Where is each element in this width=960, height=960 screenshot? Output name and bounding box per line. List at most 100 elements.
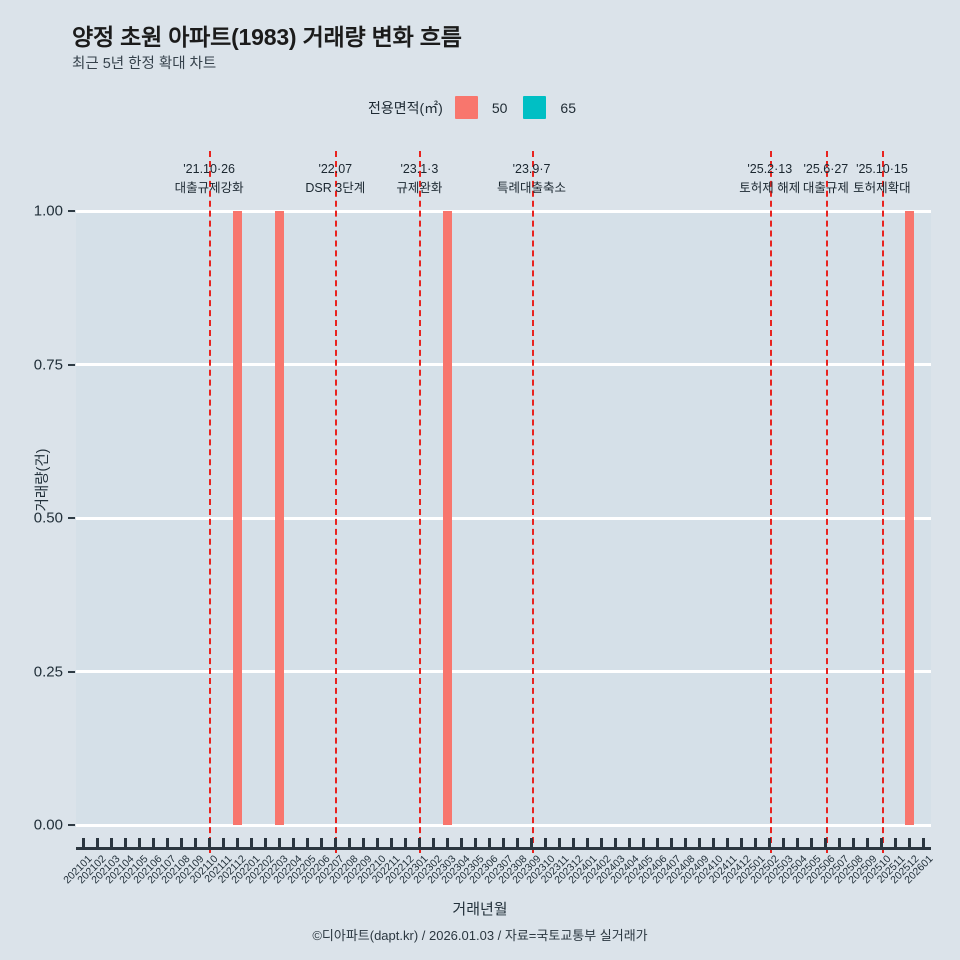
event-label: 규제완화: [396, 181, 443, 196]
x-tick-mark: [586, 838, 590, 850]
x-tick-mark: [431, 838, 435, 850]
event-line: [531, 151, 534, 853]
x-tick-mark: [263, 838, 267, 850]
event-annotation: '21.10·26 대출규제강화: [175, 160, 244, 199]
chart-title: 양정 초원 아파트(1983) 거래량 변화 흐름: [72, 24, 462, 50]
bar[interactable]: [905, 211, 915, 825]
event-annotation: '23.9·7 특례대출축소: [497, 160, 566, 199]
x-tick-mark: [740, 838, 744, 850]
event-date: '23.9·7: [512, 162, 551, 176]
x-tick-mark: [880, 838, 884, 850]
x-tick-mark: [838, 838, 842, 850]
event-date: '25.6·27: [803, 162, 849, 176]
event-line: [881, 151, 884, 853]
x-tick-mark: [530, 838, 534, 850]
bar[interactable]: [442, 211, 452, 825]
plot-area: [76, 151, 931, 853]
bar[interactable]: [274, 211, 284, 825]
x-tick-mark: [81, 838, 85, 850]
x-tick-mark: [305, 838, 309, 850]
x-tick-mark: [459, 838, 463, 850]
x-tick-mark: [922, 838, 926, 850]
x-tick-mark: [487, 838, 491, 850]
x-tick-mark: [277, 838, 281, 850]
event-annotation: '22.07 DSR 3단계: [305, 160, 365, 199]
x-axis-title: 거래년월: [452, 901, 508, 918]
event-line: [209, 151, 212, 853]
y-tick-label: 1.00: [33, 202, 63, 220]
x-tick-mark: [796, 838, 800, 850]
x-tick-mark: [782, 838, 786, 850]
y-tick-mark: [68, 210, 75, 212]
x-tick-mark: [235, 838, 239, 850]
x-tick-mark: [656, 838, 660, 850]
x-tick-mark: [726, 838, 730, 850]
x-tick-mark: [109, 838, 113, 850]
gridline: [76, 670, 931, 673]
legend-swatch-50: [454, 96, 478, 119]
event-label: DSR 3단계: [305, 181, 366, 196]
event-annotation: '25.10·15 토허제확대: [853, 160, 911, 199]
event-label: 토허제 해제: [739, 181, 801, 196]
x-tick-mark: [768, 838, 772, 850]
y-tick-mark: [68, 824, 75, 826]
event-line: [769, 151, 772, 853]
y-tick-mark: [68, 670, 75, 673]
x-tick-mark: [824, 838, 828, 850]
event-annotation: '25.6·27 대출규제: [803, 160, 849, 199]
footer-credit: ©디아파트(dapt.kr) / 2026.01.03 / 자료=국토교통부 실…: [312, 928, 648, 943]
x-tick-mark: [614, 838, 618, 850]
event-line: [825, 151, 828, 853]
x-tick-mark: [473, 838, 477, 850]
x-tick-mark: [670, 838, 674, 850]
bar[interactable]: [232, 211, 242, 825]
x-tick-mark: [600, 838, 604, 850]
event-annotation: '25.2·13 토허제 해제: [739, 160, 800, 199]
x-tick-mark: [375, 838, 379, 850]
y-axis-title: 거래량(건): [35, 448, 52, 512]
x-tick-mark: [221, 838, 225, 850]
legend-swatch-65: [523, 96, 547, 119]
x-tick-mark: [712, 838, 716, 850]
legend-label-65: 65: [560, 99, 576, 116]
x-tick-mark: [908, 838, 912, 850]
chart-subtitle: 최근 5년 한정 확대 차트: [72, 56, 217, 72]
x-tick-mark: [516, 838, 520, 850]
event-date: '25.10·15: [856, 162, 908, 176]
event-label: 특례대출축소: [497, 181, 567, 196]
event-date: '21.10·26: [183, 162, 236, 176]
x-tick-mark: [558, 838, 562, 850]
x-tick-mark: [333, 838, 337, 850]
x-tick-mark: [628, 838, 632, 850]
gridline: [76, 209, 931, 213]
gridline: [76, 823, 931, 827]
x-tick-mark: [151, 838, 155, 850]
x-tick-mark: [417, 838, 421, 850]
x-tick-mark: [866, 838, 870, 850]
legend: 전용면적(㎡) 50 65: [0, 96, 960, 119]
x-tick-mark: [347, 838, 351, 850]
event-date: '25.2·13: [747, 162, 793, 176]
event-annotation: '23.1·3 규제완화: [396, 160, 442, 199]
x-tick-mark: [698, 838, 702, 850]
gridline: [76, 516, 931, 520]
event-label: 토허제확대: [853, 181, 911, 196]
x-tick-mark: [249, 838, 253, 850]
x-tick-mark: [403, 838, 407, 850]
x-tick-mark: [894, 838, 898, 850]
y-tick-label: 0.75: [33, 356, 63, 373]
x-tick-mark: [502, 838, 505, 850]
x-tick-mark: [95, 838, 99, 850]
x-tick-mark: [319, 838, 323, 850]
x-tick-mark: [572, 838, 576, 850]
x-tick-mark: [544, 838, 548, 850]
y-tick-mark: [68, 363, 75, 366]
legend-item-65[interactable]: 65: [523, 96, 576, 119]
legend-label-50: 50: [491, 99, 508, 116]
legend-item-50[interactable]: 50: [454, 96, 508, 119]
event-date: '23.1·3: [400, 162, 439, 176]
x-tick-mark: [137, 838, 141, 850]
x-tick-mark: [361, 838, 365, 850]
x-tick-mark: [291, 838, 295, 850]
gridline: [76, 363, 931, 366]
